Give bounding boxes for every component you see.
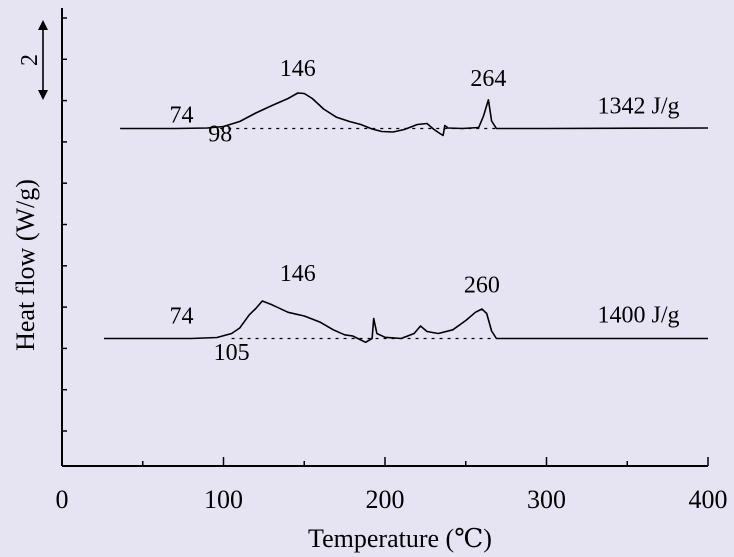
x-axis-title: Temperature (℃) (308, 524, 492, 553)
heat-flow-scale-bar: 2 (17, 20, 48, 100)
dsc-curve-2 (104, 300, 708, 344)
peak-label: 74 (170, 102, 194, 128)
y-axis-title: Heat flow (W/g) (11, 179, 40, 351)
dashed-baselines (220, 127, 499, 340)
peak-label: 105 (214, 340, 250, 366)
x-tick-label: 200 (366, 485, 405, 514)
dsc-curves (104, 92, 709, 344)
scale-bar-arrow-down (38, 90, 48, 100)
x-tick-label: 0 (56, 485, 69, 514)
peak-label: 146 (280, 261, 316, 287)
x-tick-label: 300 (527, 485, 566, 514)
peak-label: 98 (208, 122, 232, 148)
peak-label: 264 (470, 66, 506, 92)
dsc-curve-1 (120, 92, 709, 137)
x-tick-label: 100 (204, 485, 243, 514)
peak-label: 1400 J/g (598, 302, 680, 328)
x-tick-label: 400 (689, 485, 728, 514)
axes: 0 100 200 300 400 (56, 8, 728, 514)
peak-label: 260 (464, 272, 500, 298)
scale-bar-label: 2 (17, 54, 43, 66)
peak-label: 146 (280, 56, 316, 82)
peak-annotations: 74 98 146 264 1342 J/g 74 105 146 260 1400 J/g (170, 56, 680, 366)
scale-bar-arrow-up (38, 20, 48, 30)
peak-label: 74 (170, 304, 194, 330)
peak-label: 1342 J/g (598, 94, 680, 120)
